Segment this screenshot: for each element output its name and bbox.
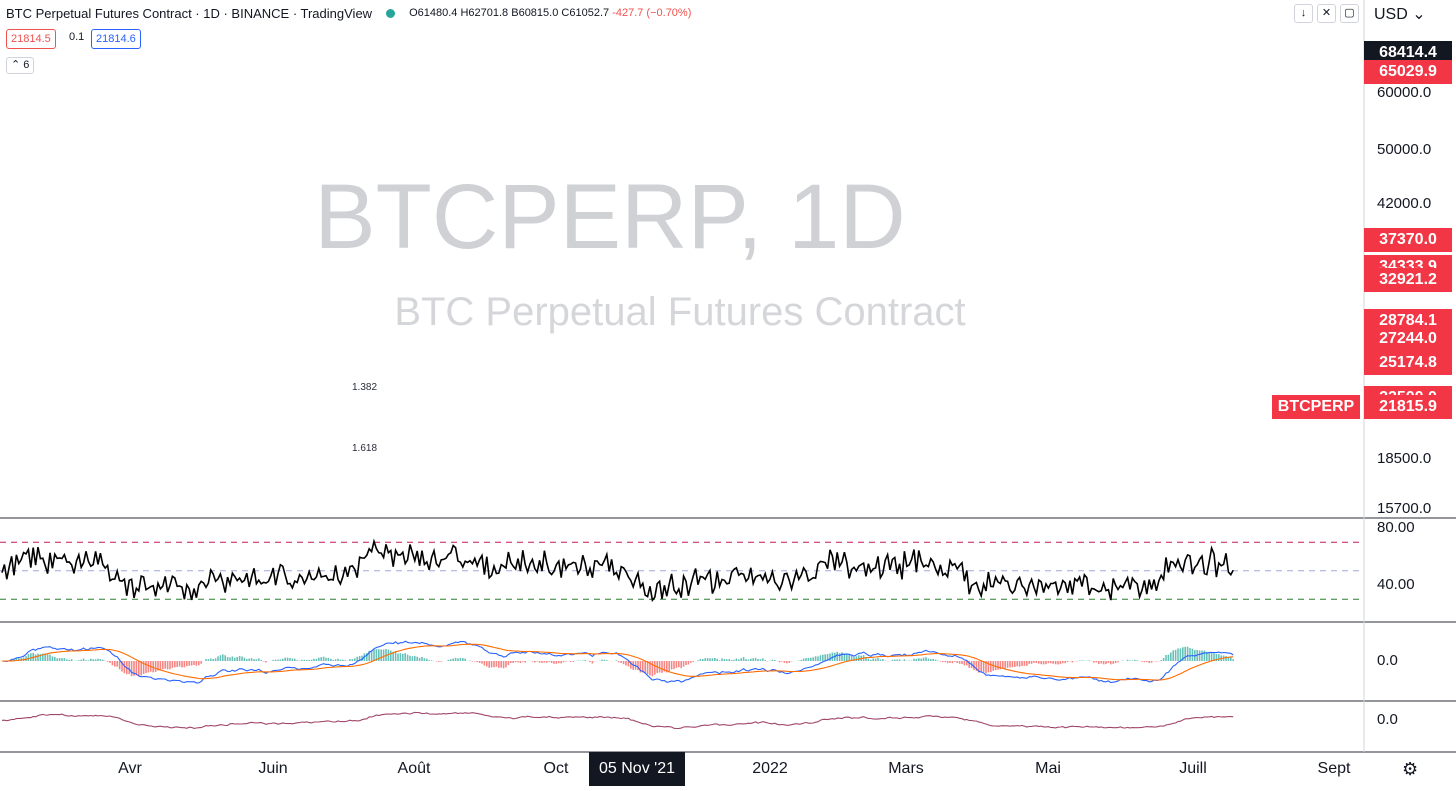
price-axis-label: 15700.0 <box>1377 500 1432 517</box>
signal-line <box>2 643 1234 681</box>
price-axis-label: 42000.0 <box>1377 194 1432 212</box>
price-axis-label: 18500.0 <box>1377 450 1432 467</box>
chevron-down-icon: ⌄ <box>1412 6 1426 23</box>
open-value: O61480.4 <box>409 7 458 19</box>
collapse-icon[interactable]: ✕ <box>1317 4 1336 23</box>
time-axis-label: Avr <box>118 760 142 777</box>
close-value: C61052.7 <box>561 7 610 19</box>
time-axis-label: 2022 <box>752 760 788 777</box>
fib-level-label: 1.382 <box>352 382 378 394</box>
macd-axis-label: 0.0 <box>1377 652 1398 669</box>
fib-level-label: 1.618 <box>352 443 378 454</box>
price-level-tag: 37370.0 <box>1364 228 1452 253</box>
time-axis-label: Mars <box>888 760 924 777</box>
currency-selector[interactable]: USD ⌄ <box>1374 6 1426 23</box>
time-axis-label: Oct <box>543 760 569 777</box>
rsi-line <box>1 538 1234 603</box>
symbol-title[interactable]: BTC Perpetual Futures Contract · 1D · BI… <box>6 5 373 21</box>
low-value: B60815.0 <box>511 7 559 19</box>
rsi-axis-label: 80.00 <box>1377 519 1415 536</box>
market-status-icon <box>386 8 396 18</box>
price-axis-label: 50000.0 <box>1377 140 1432 158</box>
maximize-icon[interactable]: ▢ <box>1340 4 1359 23</box>
sell-price[interactable]: 21814.5 <box>6 29 56 49</box>
change-value: -427.7 (−0.70%) <box>612 7 692 19</box>
high-value: H62701.8 <box>460 7 509 19</box>
price-level-tag: 32921.2 <box>1364 267 1452 292</box>
oscillator-axis-label: 0.0 <box>1377 711 1398 728</box>
time-axis-label: Mai <box>1035 760 1061 777</box>
price-level-tag: 25174.8 <box>1364 351 1452 376</box>
price-axis-label: 60000.0 <box>1377 84 1432 101</box>
ohlc-readout: O61480.4 H62701.8 B60815.0 C61052.7 -427… <box>409 7 691 19</box>
indicators-toggle[interactable]: ⌃ 6 <box>6 57 35 74</box>
last-price-tag: 21815.9 <box>1364 395 1452 419</box>
price-level-tag: 65029.9 <box>1364 60 1452 84</box>
price-level-tag: 27244.0 <box>1364 326 1452 351</box>
watermark-symbol: BTCPERP, 1D <box>314 166 905 268</box>
time-axis-label: Sept <box>1317 760 1351 777</box>
chevron-up-icon: ⌃ <box>11 59 21 71</box>
oscillator-line <box>1 711 1234 730</box>
symbol-price-tag: BTCPERP <box>1272 395 1360 419</box>
add-alert-icon[interactable]: + <box>1333 42 1357 66</box>
time-axis-label: Juill <box>1179 760 1207 777</box>
indicators-count: 6 <box>23 59 30 71</box>
chart-header: BTC Perpetual Futures Contract · 1D · BI… <box>6 5 691 21</box>
time-axis-label: Août <box>397 760 431 777</box>
time-axis-label: Juin <box>258 760 288 777</box>
watermark-description: BTC Perpetual Futures Contract <box>394 290 965 334</box>
spread-value: 0.1 <box>69 31 85 43</box>
gear-icon[interactable]: ⚙ <box>1402 759 1419 779</box>
crosshair-date-label: 05 Nov '21 <box>589 752 685 786</box>
rsi-axis-label: 40.00 <box>1377 576 1415 593</box>
arrow-down-icon[interactable]: ↓ <box>1294 4 1313 23</box>
buy-price[interactable]: 21814.6 <box>91 29 141 49</box>
